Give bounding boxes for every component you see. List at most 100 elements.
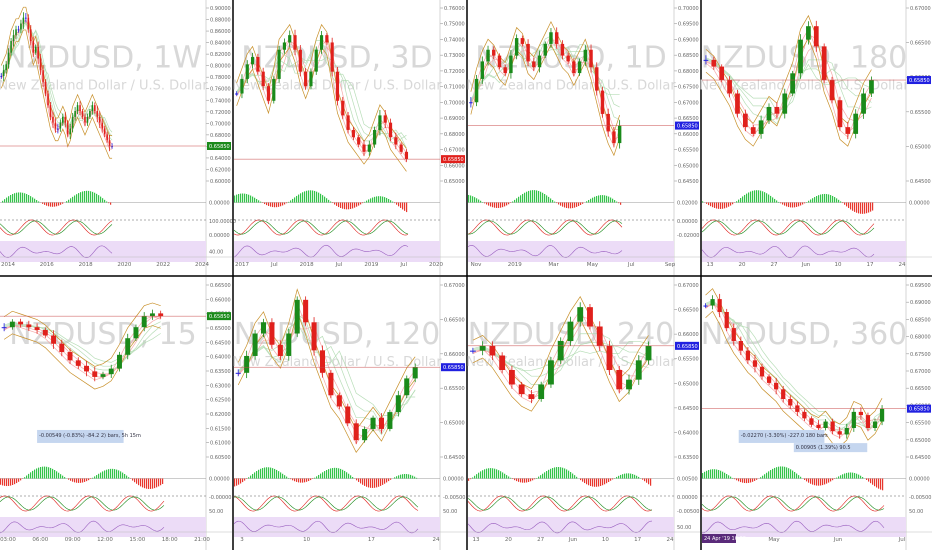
macd-histogram-bar [52, 202, 54, 207]
macd-histogram-bar [544, 472, 546, 479]
macd-histogram-bar [644, 478, 646, 482]
macd-histogram-bar [152, 478, 154, 489]
chart-panel-w1[interactable]: NZDUSD, 1W New Zealand Dollar / U.S. Doll… [0, 0, 236, 275]
macd-histogram-bar [396, 202, 398, 205]
macd-histogram-bar [566, 202, 568, 209]
x-tick-label: Jun [568, 537, 578, 543]
symbol-watermark: NZDUSD, 15 [9, 317, 196, 352]
stoch-d-line [701, 220, 875, 235]
x-tick-label: Nov [471, 262, 482, 268]
macd-histogram-bar [536, 190, 538, 203]
envelope-lower-line [237, 310, 416, 454]
macd-histogram-bar [12, 193, 14, 203]
macd-histogram-bar [852, 202, 854, 211]
macd-histogram-bar [568, 470, 570, 479]
macd-histogram-bar [614, 200, 616, 203]
macd-histogram-bar [492, 468, 494, 479]
stoch-k-line [0, 495, 165, 512]
y-tick-label: 0.64000 [678, 430, 699, 436]
price-tag-label: 0.65850 [443, 365, 464, 371]
candle-body [731, 328, 736, 341]
macd-histogram-bar [142, 478, 144, 488]
macd-histogram-bar [770, 195, 772, 203]
indicator-tick-label: 100.00000 [209, 219, 236, 225]
ema-ribbon-line [237, 314, 416, 416]
macd-histogram-bar [292, 198, 294, 203]
macd-histogram-bar [490, 468, 492, 479]
x-tick-label: 24 [667, 537, 674, 543]
x-tick-label: 2022 [156, 262, 170, 268]
macd-histogram-bar [280, 202, 282, 207]
indicator-tick-label: 0.00000 [677, 495, 698, 501]
macd-histogram-bar [356, 478, 358, 481]
macd-histogram-bar [866, 478, 868, 480]
macd-histogram-bar [722, 202, 724, 209]
y-tick-label: 0.76000 [210, 87, 231, 93]
macd-histogram-bar [572, 202, 574, 209]
macd-histogram-bar [86, 478, 88, 482]
candle-body [103, 128, 106, 135]
stoch-d-line [467, 220, 623, 235]
candle-body [345, 406, 351, 424]
candle-body [583, 49, 588, 62]
macd-histogram-bar [736, 201, 738, 203]
macd-histogram-bar [724, 202, 726, 209]
macd-histogram-bar [708, 470, 710, 479]
macd-histogram-bar [726, 202, 728, 208]
macd-histogram-bar [856, 202, 858, 213]
macd-histogram-bar [804, 202, 806, 204]
candle-body [59, 122, 62, 129]
macd-histogram-bar [560, 202, 562, 206]
candle-body [52, 116, 54, 123]
y-tick-label: 0.80000 [210, 64, 231, 70]
macd-histogram-bar [260, 201, 262, 203]
y-tick-label: 0.60000 [210, 179, 231, 185]
macd-histogram-bar [734, 478, 736, 480]
macd-histogram-bar [148, 478, 150, 489]
x-tick-label: 12:00 [97, 537, 113, 543]
candle-body [711, 59, 717, 67]
x-tick-label: 2020 [429, 262, 443, 268]
macd-histogram-bar [328, 469, 330, 479]
chart-panel-m15[interactable]: NZDUSD, 150.665000.660000.655000.650000.… [0, 277, 232, 550]
x-tick-label: May [768, 537, 780, 543]
rsi-line [467, 244, 623, 258]
macd-histogram-bar [242, 478, 244, 483]
measure-annotation [738, 429, 825, 443]
macd-histogram-bar [742, 196, 744, 203]
y-tick-label: 0.68500 [678, 53, 699, 59]
macd-histogram-bar [104, 199, 106, 203]
macd-histogram-bar [840, 201, 842, 203]
chart-panel-m360[interactable]: NZDUSD, 3600.695000.690000.685000.680000… [701, 277, 932, 550]
macd-histogram-bar [496, 202, 498, 208]
macd-histogram-bar [340, 202, 342, 208]
x-tick-label: Jun [833, 537, 843, 543]
candle-body [341, 100, 345, 116]
stoch-d-line [233, 496, 419, 511]
y-tick-label: 0.65000 [444, 179, 465, 185]
candle-body [84, 365, 89, 372]
macd-histogram-bar [520, 195, 522, 203]
macd-histogram-bar [524, 478, 526, 483]
price-tag-label: 0.65850 [443, 157, 464, 163]
macd-histogram-bar [756, 190, 758, 203]
macd-histogram-bar [794, 471, 796, 479]
macd-histogram-bar [560, 467, 562, 479]
price-tag-label: 0.65850 [677, 344, 698, 350]
y-tick-label: 0.65000 [678, 381, 699, 387]
macd-histogram-bar [312, 190, 314, 203]
macd-histogram-bar [556, 202, 558, 204]
macd-histogram-bar [78, 478, 80, 483]
macd-histogram-bar [740, 198, 742, 203]
symbol-watermark: NZDUSD, 1W [4, 40, 202, 75]
macd-histogram-bar [20, 478, 22, 481]
candle-body [635, 360, 642, 380]
macd-histogram-bar [570, 472, 572, 479]
candle-body [788, 399, 793, 406]
